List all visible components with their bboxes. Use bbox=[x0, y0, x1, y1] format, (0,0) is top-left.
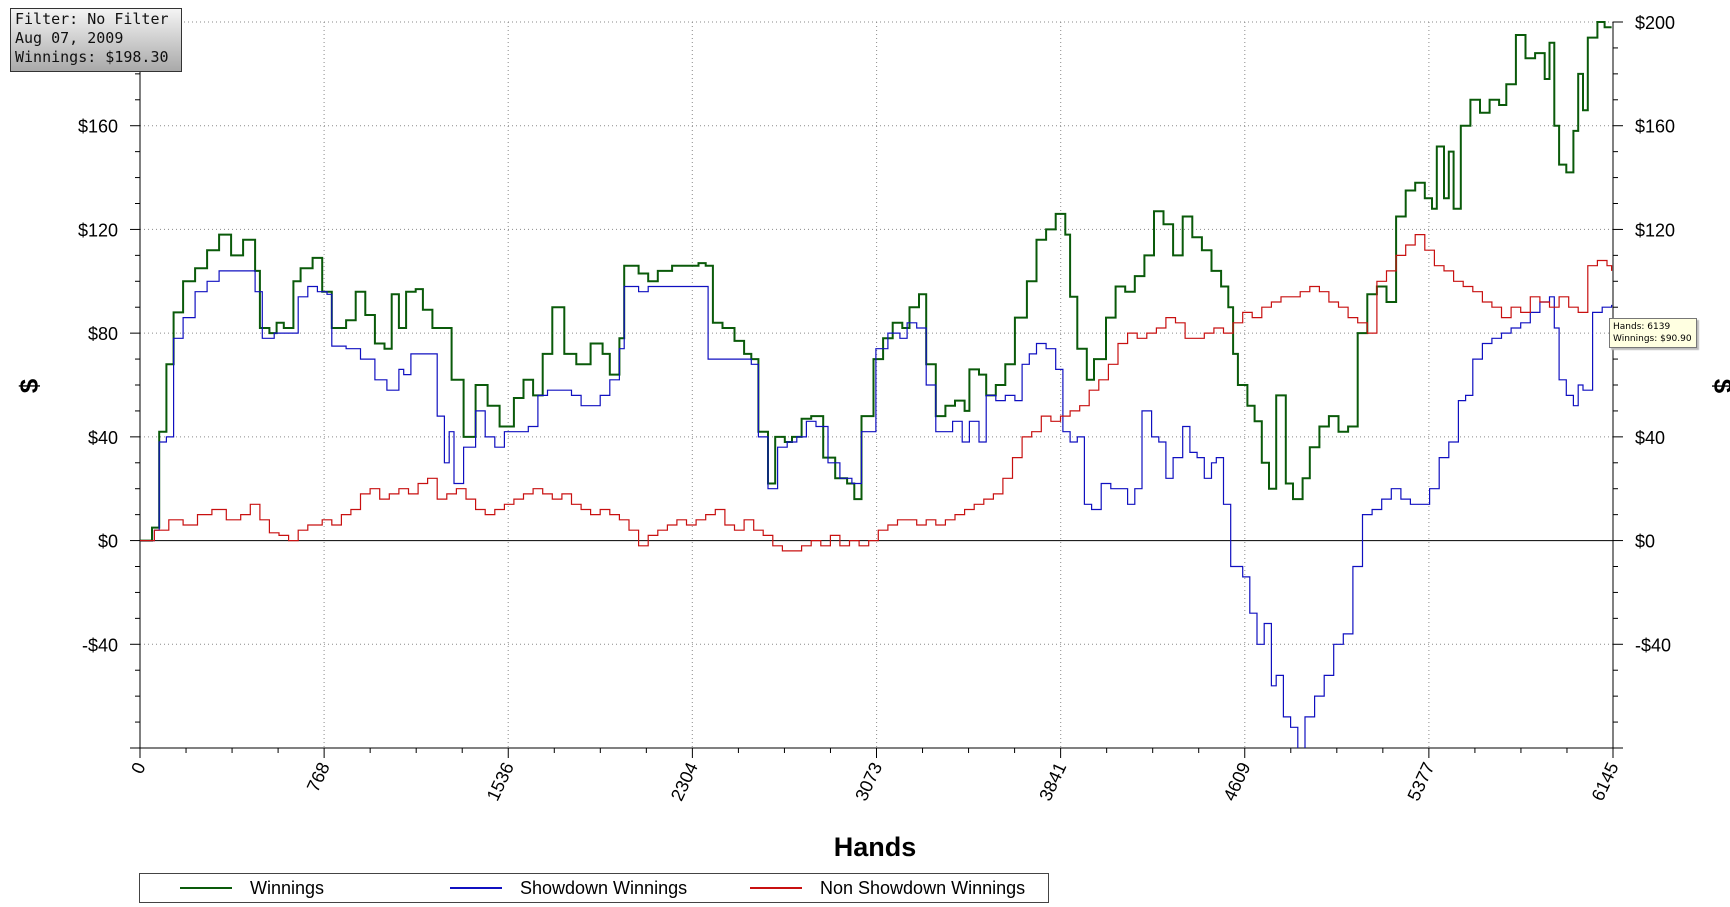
y-tick-label-right: $120 bbox=[1635, 220, 1675, 240]
legend-label-showdown: Showdown Winnings bbox=[520, 877, 688, 898]
x-tick-label: 1536 bbox=[483, 759, 518, 804]
y-tick-label-right: $200 bbox=[1635, 13, 1675, 33]
x-tick-label: 0 bbox=[127, 759, 149, 777]
x-tick-label: 3841 bbox=[1035, 759, 1070, 804]
x-tick-label: 4609 bbox=[1219, 759, 1254, 804]
y-tick-label-left: $0 bbox=[98, 532, 118, 552]
legend-item-showdown: Showdown Winnings bbox=[450, 874, 687, 902]
total-winnings-label: Winnings: $198.30 bbox=[15, 48, 169, 66]
y-tick-label-left: $80 bbox=[88, 324, 118, 344]
hover-tooltip: Hands: 6139 Winnings: $90.90 bbox=[1609, 318, 1697, 348]
series-lines bbox=[140, 21, 1613, 748]
x-tick-label: 2304 bbox=[667, 759, 702, 804]
showdown-winnings-line bbox=[140, 270, 1613, 748]
date-label: Aug 07, 2009 bbox=[15, 29, 124, 47]
y-tick-label-right: -$40 bbox=[1635, 635, 1671, 655]
legend-label-non-showdown: Non Showdown Winnings bbox=[820, 877, 1026, 898]
legend-swatch-showdown bbox=[450, 887, 502, 889]
legend-item-non-showdown: Non Showdown Winnings bbox=[750, 874, 1025, 902]
x-tick-label: 768 bbox=[303, 759, 334, 795]
y-axis-label-right: $ bbox=[1708, 379, 1730, 394]
winnings-line bbox=[140, 21, 1612, 542]
tooltip-hands: Hands: 6139 bbox=[1613, 322, 1671, 332]
y-tick-label-right: $160 bbox=[1635, 117, 1675, 137]
y-tick-label-right: $0 bbox=[1635, 532, 1655, 552]
y-tick-label-left: -$40 bbox=[82, 635, 118, 655]
filter-info-box: Filter: No Filter Aug 07, 2009 Winnings:… bbox=[10, 8, 182, 72]
x-axis-label: Hands bbox=[834, 832, 917, 862]
legend: Winnings Showdown Winnings Non Showdown … bbox=[139, 873, 1049, 903]
non-showdown-winnings-line bbox=[140, 234, 1613, 552]
tooltip-winnings: Winnings: $90.90 bbox=[1613, 334, 1692, 344]
x-tick-label: 5377 bbox=[1403, 759, 1438, 804]
legend-swatch-non-showdown bbox=[750, 887, 802, 889]
filter-label: Filter: No Filter bbox=[15, 10, 169, 28]
y-tick-label-right: $40 bbox=[1635, 428, 1665, 448]
x-tick-label: 3073 bbox=[851, 759, 886, 804]
legend-label-winnings: Winnings bbox=[250, 877, 325, 898]
legend-item-winnings: Winnings bbox=[180, 874, 324, 902]
legend-swatch-winnings bbox=[180, 887, 232, 889]
y-tick-label-left: $120 bbox=[78, 220, 118, 240]
y-axis-label-left: $ bbox=[14, 378, 44, 393]
x-tick-label: 6145 bbox=[1588, 759, 1623, 804]
y-tick-label-left: $160 bbox=[78, 117, 118, 137]
y-tick-label-left: $40 bbox=[88, 428, 118, 448]
